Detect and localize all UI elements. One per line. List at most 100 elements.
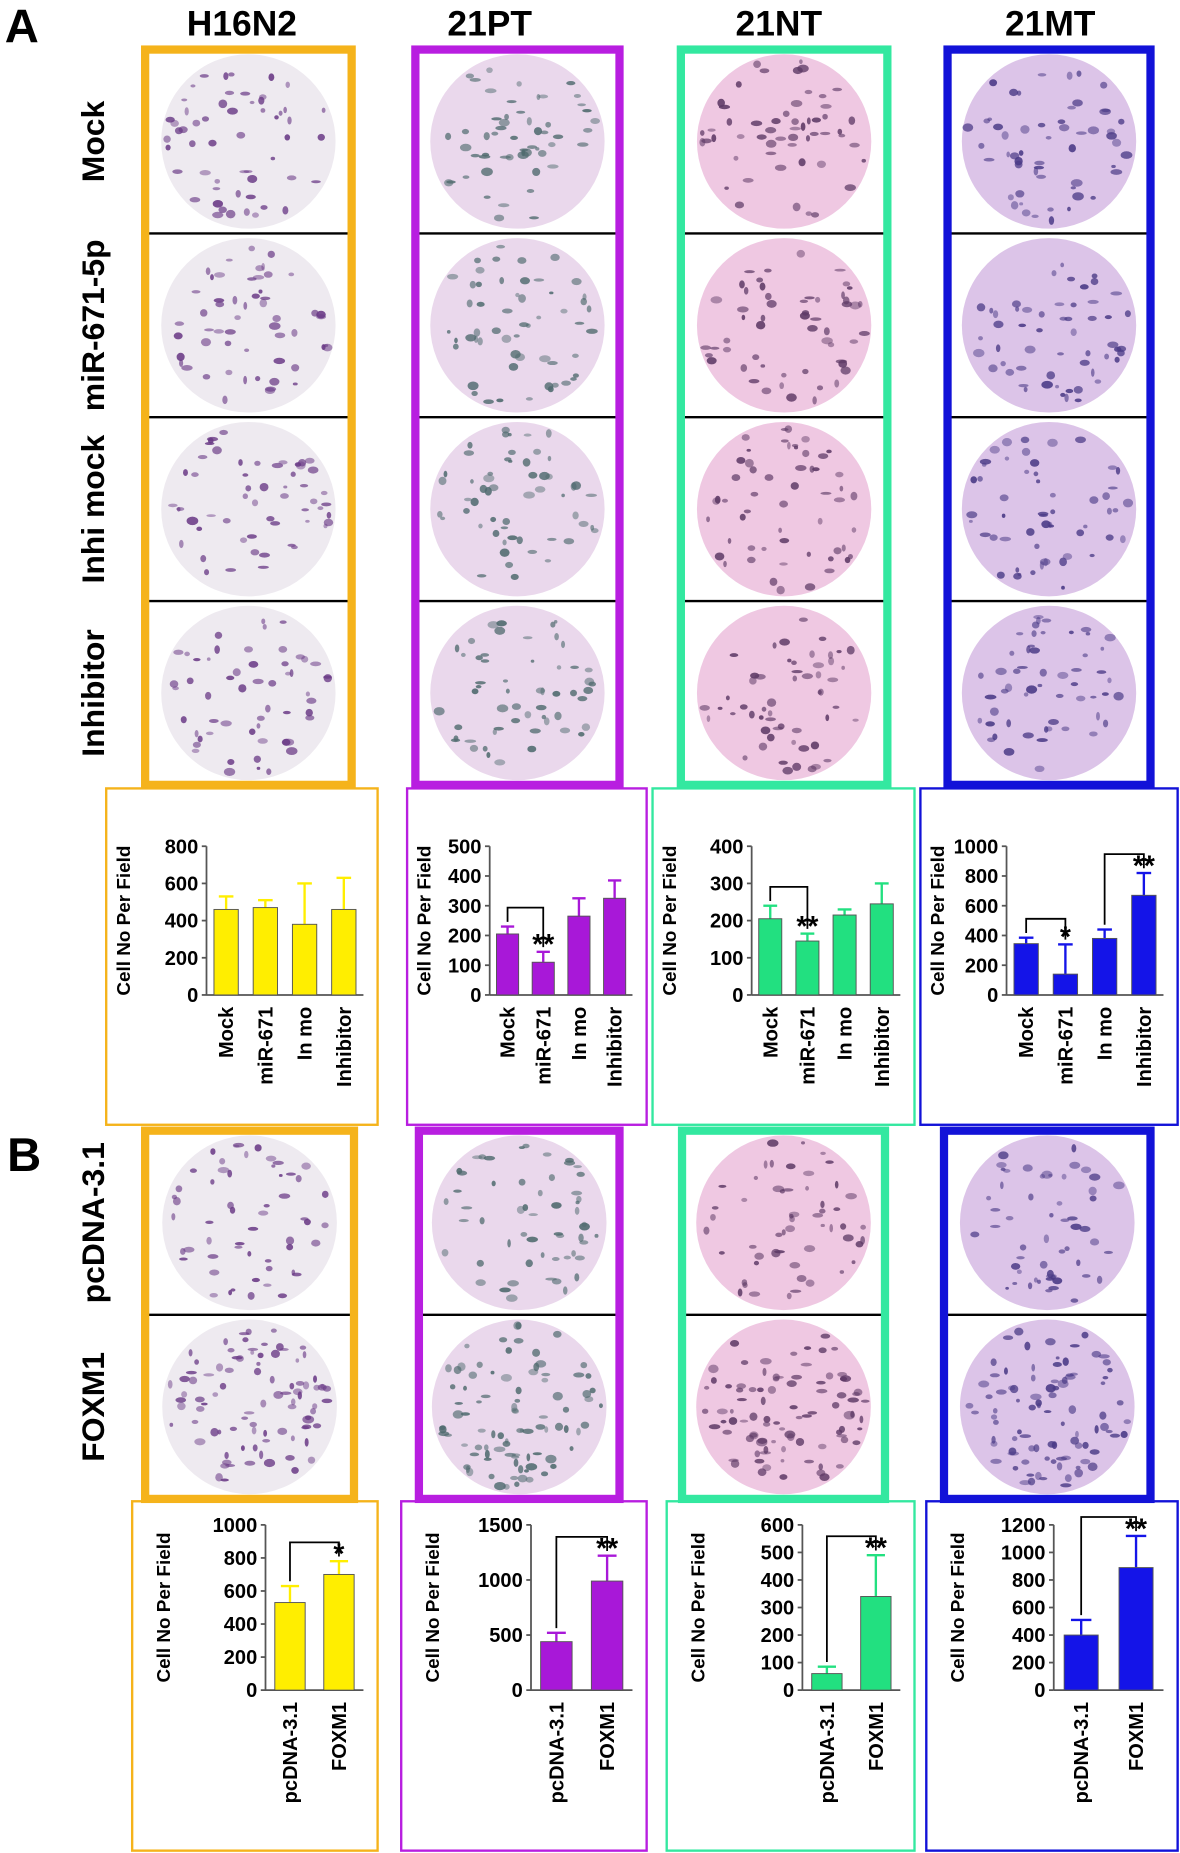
cell-stain <box>196 526 203 532</box>
cell-stain <box>280 493 289 499</box>
cell-stain <box>1000 361 1006 367</box>
cell-stain <box>826 449 832 454</box>
cell-stain <box>1034 160 1045 166</box>
cell-stain <box>1060 392 1066 397</box>
cell-stain <box>779 1474 788 1480</box>
y-tick-label: 1200 <box>1001 1515 1046 1537</box>
cell-stain <box>771 1439 776 1444</box>
column-header: 21MT <box>1005 3 1096 43</box>
cell-stain <box>1090 277 1099 286</box>
cell-stain <box>316 314 327 320</box>
row-label: Inhibitor <box>75 629 111 756</box>
y-tick-label: 400 <box>448 866 481 888</box>
cell-stain <box>458 1219 469 1223</box>
cell-stain <box>460 1412 471 1416</box>
cell-stain <box>1041 1170 1053 1179</box>
cell-stain <box>534 486 546 493</box>
cell-stain <box>189 197 201 203</box>
cell-stain <box>779 500 788 508</box>
cell-stain <box>736 1398 747 1402</box>
cell-stain <box>1073 386 1083 394</box>
cell-stain <box>706 516 710 523</box>
cell-stain <box>704 1385 710 1390</box>
cell-stain <box>496 244 506 249</box>
cell-stain <box>748 1291 761 1297</box>
cell-stain <box>796 1275 807 1282</box>
cell-stain <box>535 1424 546 1430</box>
cell-stain <box>551 1202 562 1209</box>
cell-stain <box>183 1246 195 1253</box>
cell-stain <box>767 1139 779 1147</box>
cell-stain <box>194 1359 199 1365</box>
cell-stain <box>514 1398 521 1403</box>
cell-stain <box>491 327 501 335</box>
cell-stain <box>1014 160 1023 169</box>
cell-stain <box>513 1338 524 1344</box>
cell-stain <box>1024 345 1036 354</box>
cell-stain <box>731 474 741 481</box>
cell-stain <box>1036 174 1047 179</box>
cell-stain <box>501 431 510 438</box>
cell-stain <box>292 1388 303 1396</box>
cell-stain <box>767 710 773 717</box>
cell-stain <box>502 679 508 683</box>
cell-stain <box>763 1446 769 1454</box>
cell-stain <box>852 1440 861 1446</box>
cell-stain <box>781 372 787 378</box>
cell-stain <box>530 659 535 663</box>
cell-stain <box>991 1435 996 1444</box>
cell-stain <box>989 445 1000 454</box>
cell-stain <box>840 1375 852 1383</box>
cell-stain <box>576 1427 581 1436</box>
cell-stain <box>191 472 199 477</box>
cell-stain <box>301 1162 311 1170</box>
bar <box>1052 973 1079 996</box>
x-tick-label: Inhibitor <box>605 1007 627 1087</box>
cell-stain <box>251 293 260 299</box>
cell-stain <box>270 1328 277 1333</box>
cell-stain <box>998 1151 1009 1160</box>
cell-stain <box>553 1232 564 1236</box>
cell-stain <box>1036 479 1041 484</box>
y-tick-label: 500 <box>448 836 481 858</box>
cell-stain <box>577 103 586 107</box>
cell-stain <box>544 559 552 563</box>
cell-stain <box>1038 513 1048 518</box>
cell-stain <box>990 1440 998 1447</box>
cell-stain <box>807 1411 818 1415</box>
cell-stain <box>703 1226 710 1235</box>
cell-stain <box>1090 195 1096 200</box>
cell-stain <box>511 1408 520 1414</box>
cell-stain <box>462 175 470 179</box>
cell-stain <box>828 657 835 666</box>
cell-stain <box>1087 315 1097 321</box>
cell-stain <box>438 1431 450 1437</box>
cell-stain <box>772 1373 780 1381</box>
cell-stain <box>262 1439 271 1443</box>
cell-stain <box>760 364 766 368</box>
cell-stain <box>807 765 817 773</box>
cell-stain <box>711 1206 719 1210</box>
cell-stain <box>501 426 510 434</box>
cell-stain <box>205 1220 214 1225</box>
cell-stain <box>505 688 510 694</box>
cell-stain <box>540 130 549 135</box>
cell-stain <box>483 474 495 483</box>
cell-stain <box>817 517 823 525</box>
cell-stain <box>197 455 208 460</box>
cell-stain <box>224 340 232 347</box>
cell-stain <box>255 375 261 382</box>
cell-stain <box>722 346 732 353</box>
cell-stain <box>497 1432 504 1440</box>
cell-stain <box>718 104 731 110</box>
cell-stain <box>463 508 470 514</box>
cell-stain <box>277 1427 288 1435</box>
cell-stain <box>812 662 825 669</box>
cell-stain <box>789 1213 794 1219</box>
cell-stain <box>496 620 507 627</box>
cell-stain <box>1002 1335 1014 1341</box>
cell-stain <box>782 1188 794 1192</box>
cell-stain <box>1019 202 1024 206</box>
cell-stain <box>551 1256 560 1262</box>
cell-stain <box>454 724 463 731</box>
